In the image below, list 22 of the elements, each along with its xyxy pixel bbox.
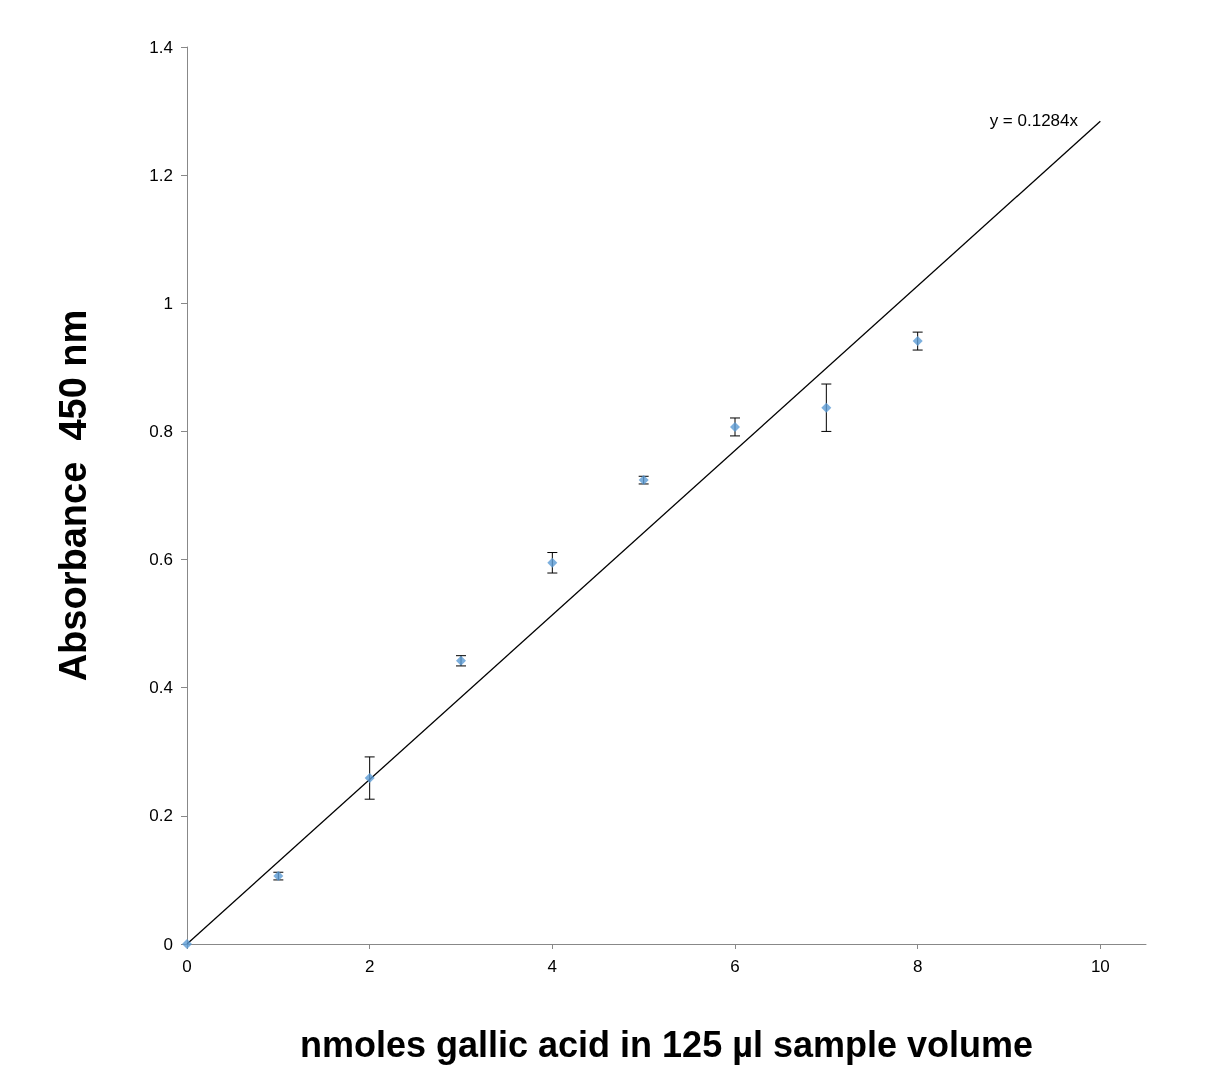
x-tick-label: 8 (912, 957, 923, 976)
y-tick-label: 1.4 (149, 37, 173, 57)
point (821, 402, 832, 413)
x-axis-title: nmoles gallic acid in 125 µl sample volume (299, 1023, 1034, 1065)
annotation: y = 0.1284x (989, 111, 1079, 130)
y-tick-label: 1.2 (149, 165, 173, 185)
point (364, 773, 375, 784)
y-tick-label: 0.6 (149, 550, 173, 570)
y-tick-label: 0.8 (149, 421, 173, 441)
point (912, 336, 923, 347)
x-tick-label: 4 (547, 957, 558, 976)
y-tick-label: 0.2 (149, 806, 173, 826)
x-tick-label: 2 (364, 957, 375, 976)
point (547, 557, 558, 568)
y-tick-label: 0.4 (149, 678, 173, 698)
y-tick-label: 0 (163, 934, 173, 954)
x-tick-label: 0 (182, 957, 192, 976)
x-tick-label: 10 (1090, 957, 1110, 976)
y-tick-label: 1 (163, 293, 173, 313)
point (730, 421, 740, 432)
x-tick-label: 6 (730, 957, 740, 976)
y-axis-title: Absorbance 450 nm (52, 309, 94, 682)
